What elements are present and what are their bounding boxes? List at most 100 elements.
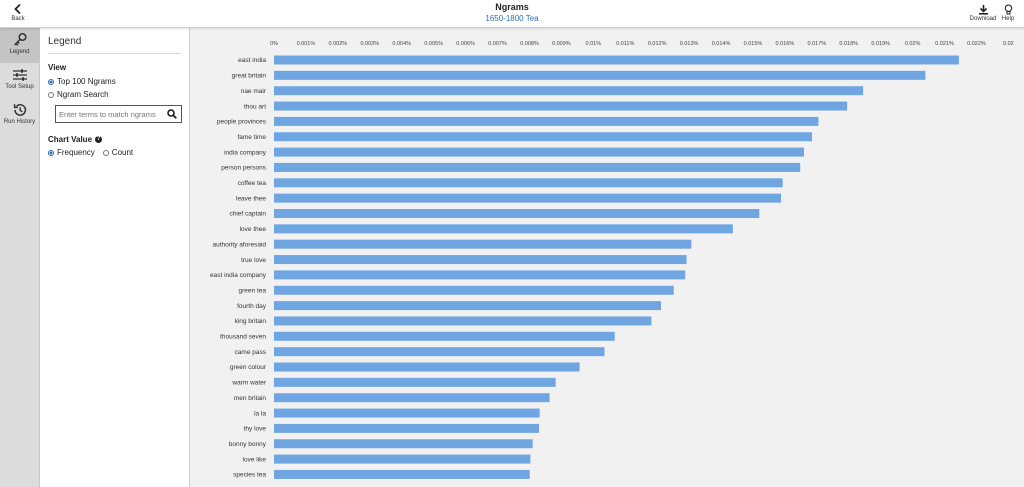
legend-panel: Legend View Top 100 Ngrams Ngram Search … (40, 28, 190, 487)
chart-bar[interactable] (274, 224, 733, 234)
chart-value-frequency[interactable]: Frequency (48, 146, 95, 159)
view-option-ngram-search[interactable]: Ngram Search (48, 88, 181, 101)
category-label: true love (241, 257, 266, 264)
chart-bar[interactable] (274, 331, 615, 341)
chart-bar[interactable] (274, 469, 530, 479)
x-tick-label: 0.001% (297, 41, 316, 47)
chart-bar[interactable] (274, 439, 533, 449)
category-label: king britain (235, 318, 267, 325)
category-label: person persons (221, 165, 267, 172)
help-button[interactable]: Help (999, 4, 1017, 22)
x-tick-label: 0.012% (648, 41, 667, 47)
view-heading: View (48, 63, 67, 72)
download-button[interactable]: Download (969, 4, 997, 22)
category-label: green colour (230, 364, 267, 371)
category-label: thy love (244, 426, 267, 433)
chart-bar[interactable] (274, 454, 531, 464)
chart-bar[interactable] (274, 70, 926, 80)
chart-bar[interactable] (274, 239, 692, 249)
x-tick-label: 0.01% (585, 41, 601, 47)
rail-item-run-history[interactable]: Run History (0, 98, 39, 133)
category-label: coffee tea (238, 180, 267, 187)
lightbulb-icon (1004, 4, 1012, 15)
chart-bar[interactable] (274, 362, 580, 372)
x-tick-label: 0.015% (744, 41, 763, 47)
chart-bar[interactable] (274, 285, 674, 295)
x-tick-label: 0.006% (456, 41, 475, 47)
category-label: chief captain (230, 211, 267, 218)
chart-bar[interactable] (274, 132, 813, 142)
category-label: bonny bonny (229, 441, 267, 448)
chart-value-count[interactable]: Count (102, 146, 134, 159)
chart-value-label: Frequency (57, 148, 95, 157)
chart-bar[interactable] (274, 423, 540, 433)
x-tick-label: 0.002% (329, 41, 348, 47)
x-tick-label: 0.02% (905, 41, 921, 47)
category-label: la la (254, 410, 266, 417)
search-button[interactable] (164, 106, 180, 122)
ngram-search-input[interactable] (56, 109, 164, 119)
search-icon (167, 109, 177, 119)
chevron-left-icon (14, 3, 21, 15)
chart-bar[interactable] (274, 55, 959, 65)
category-label: came pass (235, 349, 267, 356)
radio-unselected-icon (48, 91, 54, 98)
x-tick-label: 0.021% (935, 41, 954, 47)
category-label: east india company (210, 272, 267, 279)
chart-bar[interactable] (274, 193, 782, 203)
chart-bar[interactable] (274, 270, 686, 280)
x-tick-label: 0.017% (807, 41, 826, 47)
view-option-label: Top 100 Ngrams (57, 77, 116, 86)
chart-bar[interactable] (274, 393, 550, 403)
radio-unselected-icon (102, 149, 109, 156)
chart-bar[interactable] (274, 162, 801, 172)
chart-value-label: Count (111, 148, 134, 157)
radio-selected-icon (48, 149, 54, 156)
rail-item-label: Legend (9, 49, 30, 55)
rail-item-label: Run History (3, 119, 36, 125)
x-tick-label: 0.014% (712, 41, 731, 47)
page-subtitle[interactable]: 1650-1800 Tea (485, 14, 539, 23)
chart-bar[interactable] (274, 408, 540, 418)
question-icon[interactable]: ? (95, 136, 103, 143)
sliders-icon (12, 69, 27, 81)
rail-item-tool-setup[interactable]: Tool Setup (0, 63, 39, 98)
x-tick-label: 0.011% (616, 41, 634, 47)
chart-bar[interactable] (274, 301, 661, 311)
x-tick-label: 0.013% (680, 41, 699, 47)
category-label: people provinces (217, 119, 267, 126)
legend-key-icon (13, 32, 27, 46)
chart-bar[interactable] (274, 377, 556, 387)
x-tick-label: 0.005% (424, 41, 443, 47)
rail-item-legend[interactable]: Legend (0, 28, 39, 63)
legend-title: Legend (48, 36, 181, 54)
x-tick-label: 0.019% (871, 41, 890, 47)
chart-bar[interactable] (274, 147, 805, 157)
history-icon (13, 104, 26, 116)
category-label: east india (238, 57, 266, 64)
back-button[interactable]: Back (7, 3, 29, 22)
view-option-top-100[interactable]: Top 100 Ngrams (48, 75, 181, 88)
chart-bar[interactable] (274, 209, 760, 218)
download-icon (978, 5, 988, 15)
left-rail: Legend Tool Setup Run History (0, 28, 40, 487)
x-tick-label: 0% (270, 41, 278, 47)
x-tick-label: 0.02 (1003, 41, 1014, 47)
x-tick-label: 0.016% (776, 41, 795, 47)
chart-bar[interactable] (274, 255, 687, 265)
chart-bar[interactable] (274, 347, 605, 357)
chart-bar[interactable] (274, 101, 848, 111)
chart-bar[interactable] (274, 116, 819, 126)
x-tick-label: 0.008% (520, 41, 539, 47)
chart-bar[interactable] (274, 316, 652, 326)
category-label: great britain (232, 73, 267, 80)
x-tick-label: 0.007% (488, 41, 507, 47)
chart-bar[interactable] (274, 178, 783, 188)
category-label: thousand seven (220, 334, 266, 341)
category-label: green tea (239, 287, 267, 294)
category-label: love like (243, 456, 267, 463)
x-tick-label: 0.003% (360, 41, 379, 47)
chart-bar[interactable] (274, 86, 864, 96)
back-label: Back (11, 16, 25, 22)
category-label: authority aforesaid (213, 241, 267, 248)
